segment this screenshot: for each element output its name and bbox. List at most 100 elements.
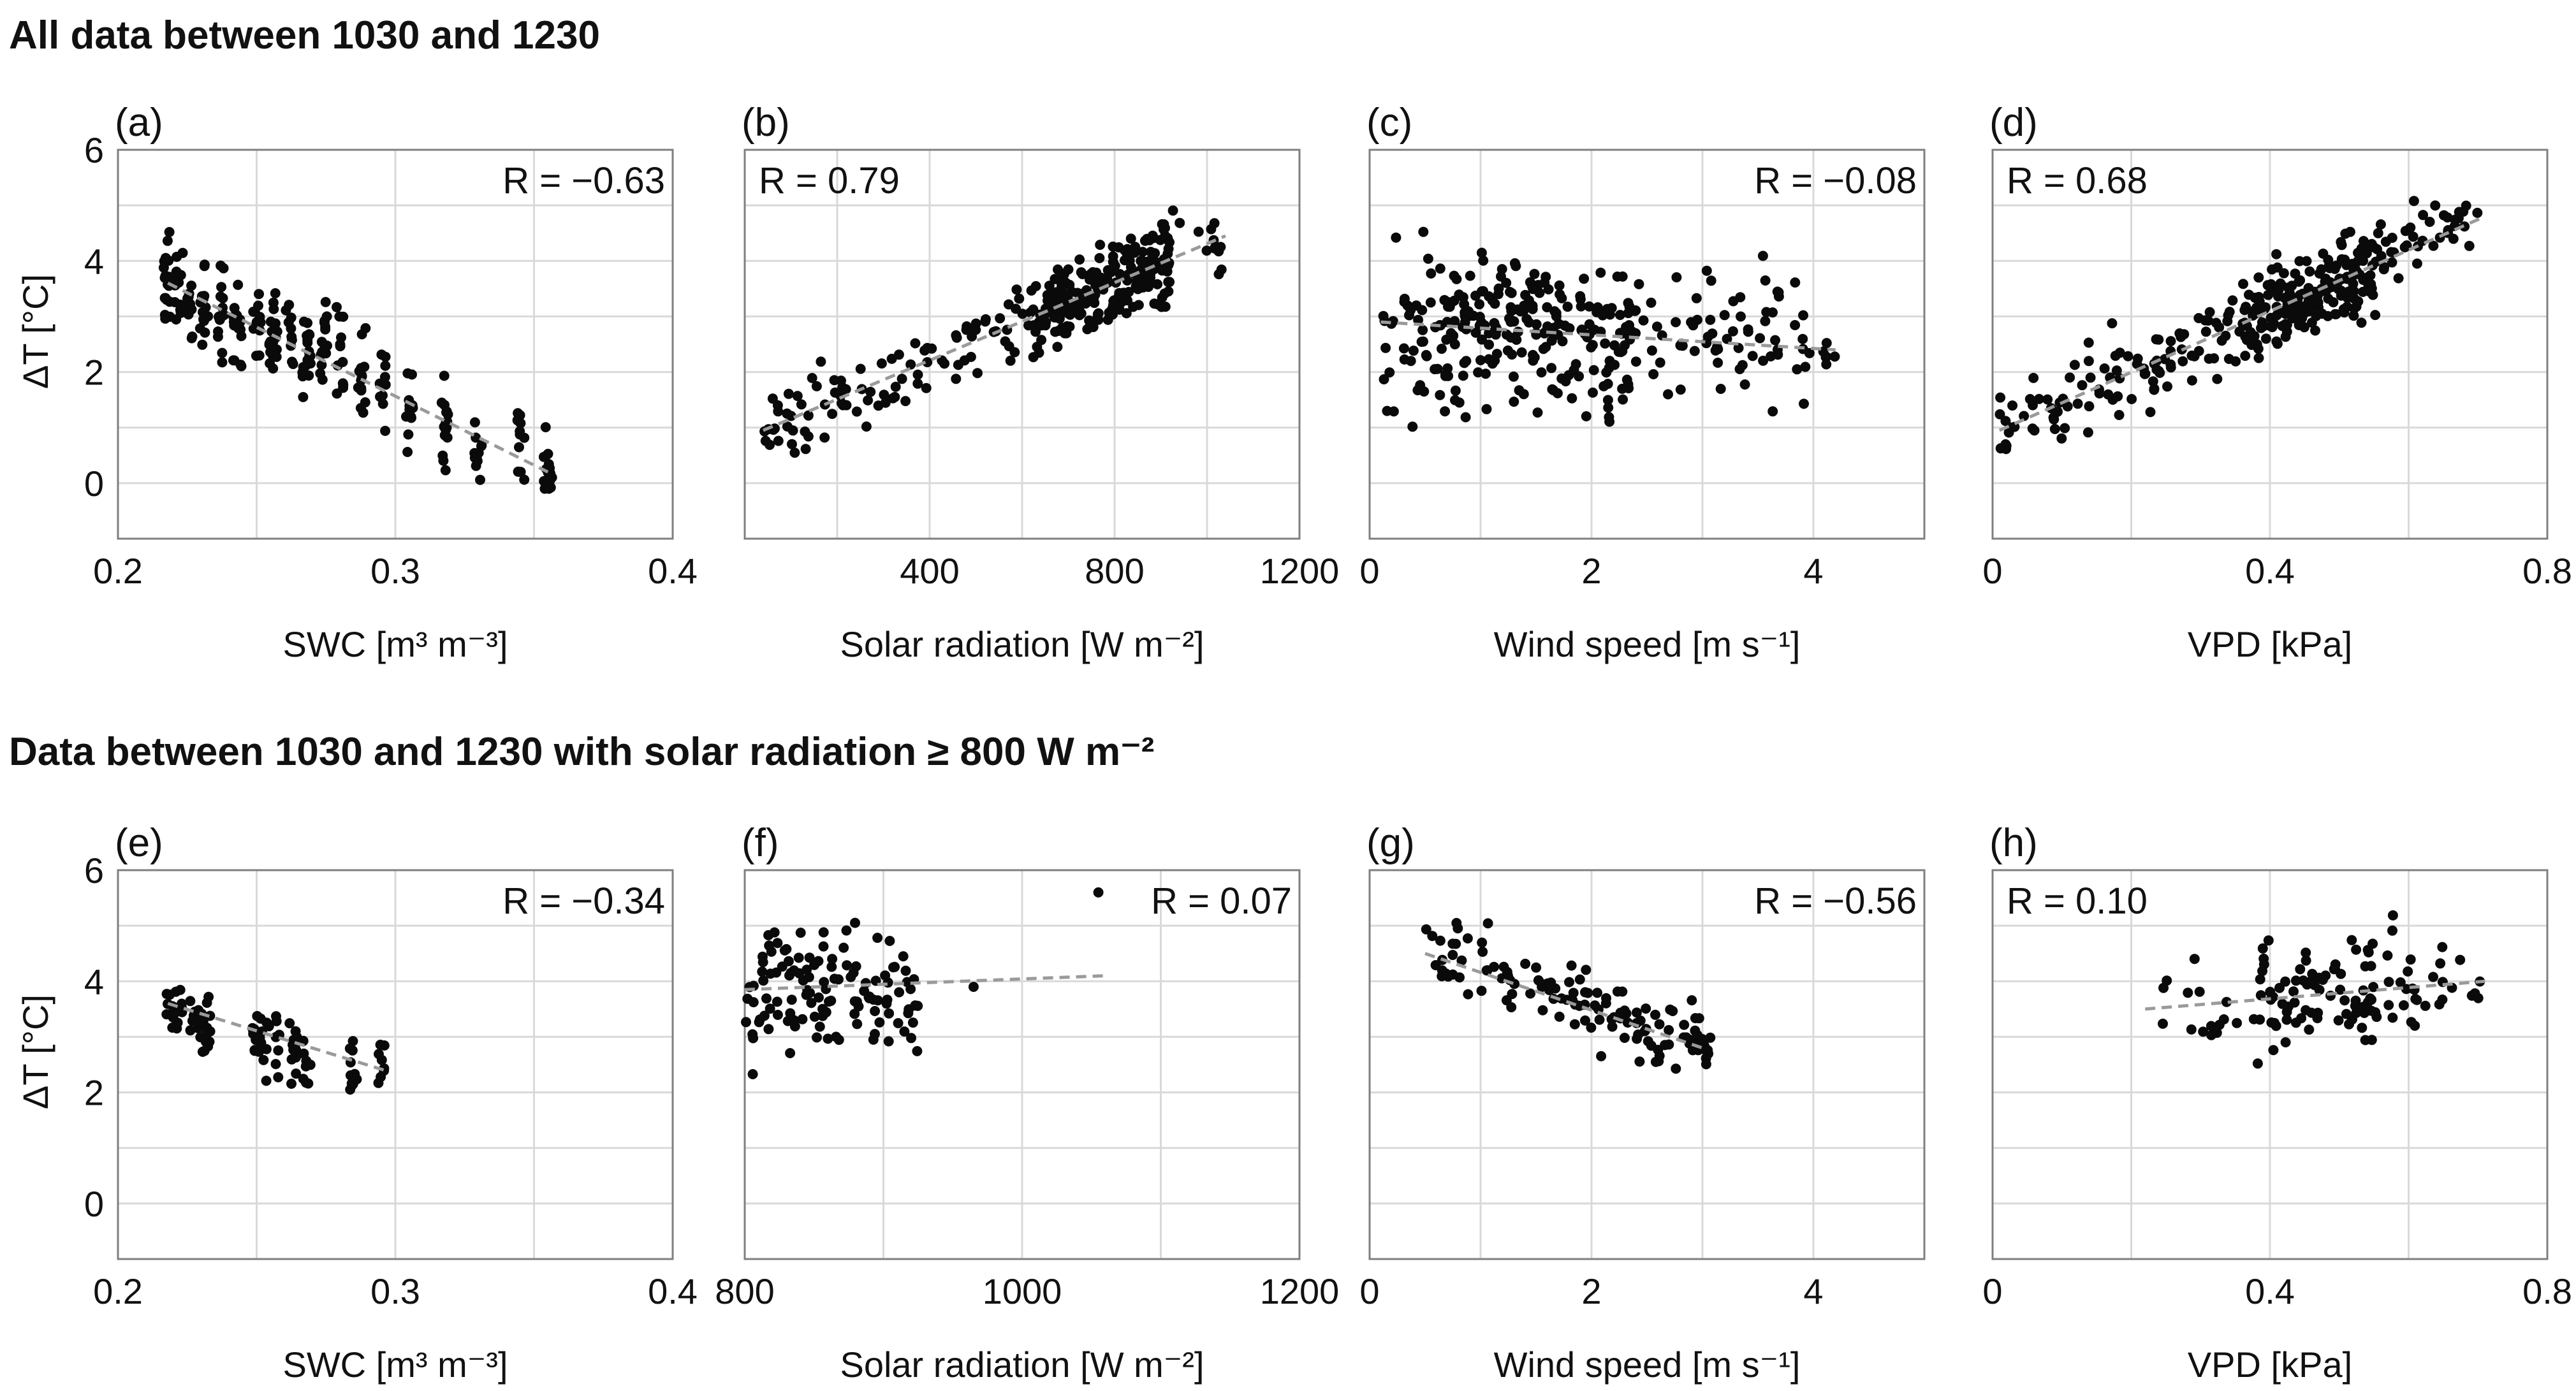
data-point [1487, 295, 1498, 306]
data-point [1449, 270, 1460, 281]
data-point [2265, 986, 2276, 997]
data-point [1701, 265, 1712, 276]
data-point [2271, 249, 2282, 259]
data-point [1108, 241, 1118, 252]
data-point [1150, 248, 1160, 259]
data-point [160, 252, 171, 263]
data-point [779, 945, 790, 956]
data-point [1719, 310, 1730, 321]
data-point [1733, 342, 1744, 353]
data-point [773, 406, 784, 417]
data-point [1574, 974, 1585, 985]
data-point [1595, 267, 1606, 278]
data-point [2435, 958, 2446, 969]
data-point [763, 1024, 774, 1035]
data-point [2255, 974, 2265, 985]
data-point [1609, 340, 1620, 351]
data-point [265, 340, 275, 351]
data-point [217, 357, 228, 368]
data-point [852, 1019, 863, 1030]
data-point [159, 293, 170, 303]
data-point [336, 332, 346, 343]
data-point [2244, 289, 2254, 300]
data-point [2267, 264, 2278, 275]
data-point [1115, 269, 1125, 279]
data-point [2472, 207, 2483, 218]
data-point [2114, 347, 2125, 358]
data-point [2310, 325, 2320, 336]
data-point [1509, 397, 1519, 407]
x-tick-label: 400 [900, 551, 959, 591]
data-point [2312, 1013, 2323, 1024]
data-point [1163, 286, 1174, 297]
data-point [829, 973, 840, 984]
data-point [1094, 252, 1105, 263]
data-point [287, 356, 297, 367]
data-point [2393, 273, 2404, 284]
data-point [1546, 335, 1557, 346]
data-point [833, 1035, 844, 1045]
data-point [1082, 324, 1093, 335]
data-point [249, 306, 260, 317]
data-point [1630, 328, 1641, 339]
data-point [2290, 268, 2301, 279]
data-point [1009, 347, 1020, 358]
data-point [1493, 289, 1504, 300]
data-point [821, 1007, 831, 1017]
data-point [1034, 347, 1044, 358]
data-point [404, 404, 415, 415]
data-point [1525, 988, 1536, 999]
data-point [1727, 326, 1738, 337]
data-point [205, 1010, 216, 1021]
data-point [1679, 1019, 1690, 1030]
data-point [804, 952, 815, 963]
data-point [1575, 291, 1586, 302]
plot-frame [1368, 149, 1926, 540]
data-point [785, 1048, 796, 1058]
data-point [900, 396, 911, 407]
data-point [1005, 355, 1016, 366]
data-point [1675, 340, 1686, 351]
data-point [2263, 935, 2274, 946]
data-point [271, 1011, 281, 1022]
data-point [2029, 425, 2040, 436]
data-point [1790, 277, 1801, 288]
data-point [898, 951, 909, 962]
x-tick-label: 0.4 [2245, 551, 2295, 591]
data-point [1621, 322, 1632, 332]
data-point [1581, 411, 1592, 421]
data-point [380, 425, 391, 436]
data-point [2320, 970, 2331, 981]
data-point [1457, 321, 1468, 332]
data-point [1564, 323, 1575, 333]
data-point [823, 1033, 833, 1044]
data-point [1446, 297, 1457, 308]
data-point [797, 1014, 808, 1024]
data-point [252, 316, 263, 327]
data-point [818, 941, 829, 952]
x-axis-label: Solar radiation [W m⁻²] [840, 624, 1204, 664]
data-point [962, 321, 972, 331]
data-point [2395, 977, 2406, 987]
data-point [403, 429, 414, 440]
data-point [321, 348, 332, 359]
data-point [440, 465, 451, 476]
data-point [2373, 228, 2383, 238]
data-point [1133, 300, 1144, 310]
data-point [380, 379, 391, 390]
data-point [2149, 383, 2160, 394]
data-point [1152, 279, 1163, 289]
data-point [1378, 310, 1389, 321]
data-point [2301, 955, 2311, 966]
data-point [1576, 325, 1587, 335]
data-point [800, 444, 811, 455]
data-point [2056, 433, 2067, 444]
data-point [1505, 316, 1516, 327]
data-point [1508, 371, 1519, 382]
data-point [2289, 997, 2300, 1008]
data-point [1604, 356, 1615, 367]
data-point [872, 933, 883, 943]
data-point [2470, 988, 2480, 999]
data-point [1689, 346, 1700, 356]
data-point [1030, 280, 1041, 291]
